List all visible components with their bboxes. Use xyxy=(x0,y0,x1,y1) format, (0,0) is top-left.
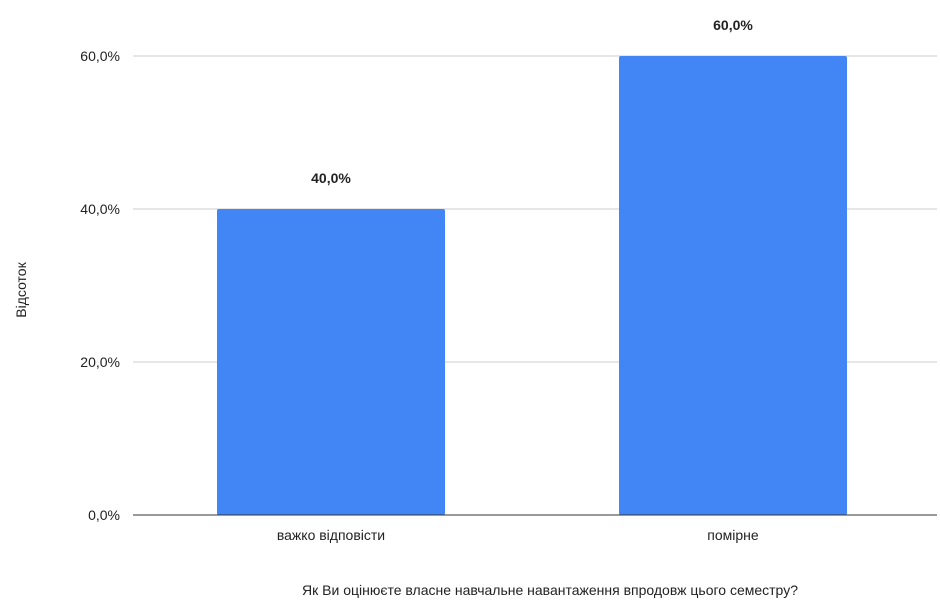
data-label: 40,0% xyxy=(311,170,351,186)
y-tick-label: 0,0% xyxy=(88,507,120,523)
x-tick-labels: важко відповісти помірне xyxy=(277,527,759,543)
y-axis-title: Відсоток xyxy=(13,261,29,317)
bars xyxy=(217,56,847,515)
x-tick-label: важко відповісти xyxy=(277,527,385,543)
bar xyxy=(217,209,445,515)
y-tick-label: 60,0% xyxy=(80,48,120,64)
bar xyxy=(619,56,847,515)
x-axis-title: Як Ви оцінюєте власне навчальне навантаж… xyxy=(302,582,798,598)
data-label: 60,0% xyxy=(713,17,753,33)
data-labels: 40,0% 60,0% xyxy=(311,17,753,186)
x-tick-label: помірне xyxy=(707,527,759,543)
y-tick-label: 40,0% xyxy=(80,201,120,217)
y-tick-labels: 0,0% 20,0% 40,0% 60,0% xyxy=(80,48,120,523)
y-tick-label: 20,0% xyxy=(80,354,120,370)
